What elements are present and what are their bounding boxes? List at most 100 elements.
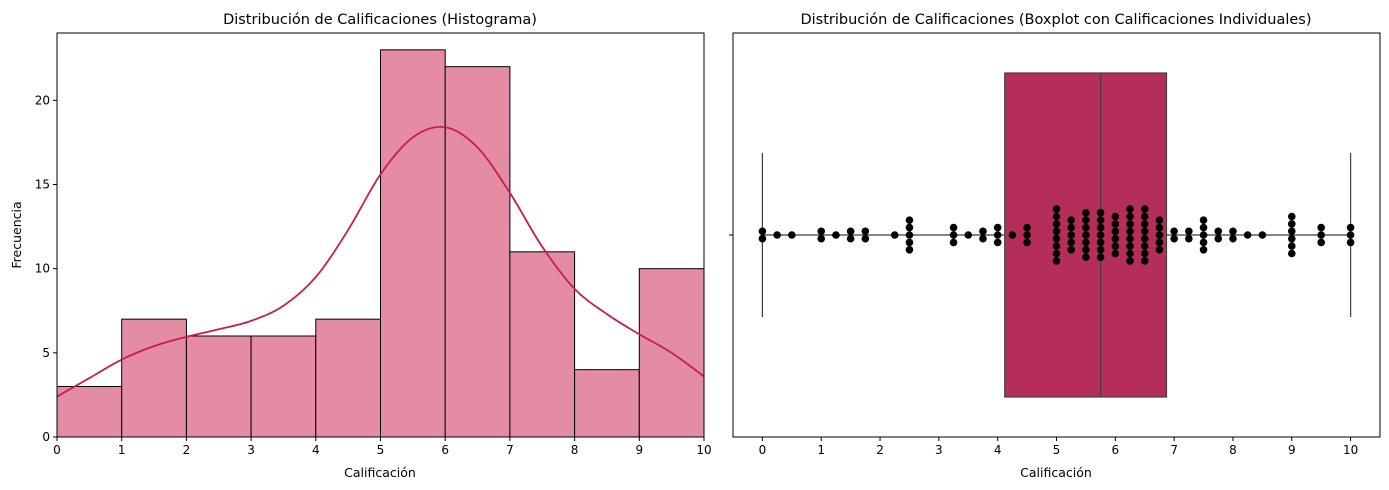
boxplot-point — [788, 231, 796, 239]
histogram-bar — [250, 335, 317, 438]
histogram-x-tick-label: 1 — [118, 443, 126, 457]
boxplot-point — [949, 223, 958, 232]
boxplot-point — [1067, 246, 1076, 254]
boxplot-x-tick-label: 2 — [876, 443, 884, 457]
boxplot-point — [1082, 209, 1090, 217]
histogram-x-tick-label: 7 — [506, 443, 514, 457]
boxplot-point — [1111, 249, 1120, 258]
boxplot-point — [1126, 234, 1134, 243]
boxplot-point — [1126, 205, 1134, 213]
boxplot-point — [1096, 209, 1105, 217]
boxplot-point — [846, 234, 855, 243]
boxplot-point — [1170, 227, 1178, 236]
boxplot-point — [1126, 227, 1134, 236]
boxplot-point — [905, 238, 914, 247]
boxplot-point — [1096, 216, 1105, 224]
boxplot-point — [1258, 231, 1267, 239]
boxplot-point — [1067, 238, 1076, 247]
boxplot-point — [1199, 223, 1208, 232]
boxplot-chart: Distribución de Calificaciones (Boxplot … — [729, 12, 1381, 480]
boxplot-point — [1199, 238, 1208, 247]
histogram-x-tick-label: 5 — [377, 443, 385, 457]
boxplot-point — [1126, 257, 1134, 265]
histogram-y-tick-label: 20 — [35, 93, 50, 107]
boxplot-point — [905, 216, 914, 224]
boxplot-point — [1082, 223, 1090, 232]
histogram-chart: Distribución de Calificaciones (Histogra… — [9, 12, 712, 480]
boxplot-point — [1287, 242, 1296, 250]
histogram-bar — [444, 66, 511, 438]
boxplot-point — [1229, 227, 1237, 236]
boxplot-point — [758, 227, 767, 236]
boxplot-point — [817, 227, 826, 236]
boxplot-point — [1140, 212, 1149, 221]
boxplot-x-tick-label: 4 — [994, 443, 1002, 457]
boxplot-x-tick-label: 7 — [1170, 443, 1178, 457]
boxplot-point — [1126, 212, 1134, 221]
boxplot-point — [1023, 238, 1031, 247]
boxplot-point — [1140, 257, 1149, 265]
boxplot-point — [1317, 231, 1325, 239]
boxplot-point — [1155, 246, 1164, 254]
histogram-x-tick-label: 0 — [53, 443, 61, 457]
boxplot-x-tick-label: 1 — [817, 443, 825, 457]
boxplot-point — [1199, 231, 1208, 239]
boxplot-point — [905, 231, 914, 239]
boxplot-point — [1346, 231, 1355, 239]
boxplot-point — [1346, 223, 1355, 232]
boxplot-point — [1023, 231, 1031, 239]
boxplot-point — [1067, 231, 1076, 239]
boxplot-point — [1082, 231, 1090, 239]
boxplot-point — [1214, 227, 1223, 236]
boxplot-point — [817, 234, 826, 243]
boxplot-point — [861, 234, 870, 243]
boxplot-x-tick-label: 5 — [1053, 443, 1061, 457]
boxplot-x-tick-label: 8 — [1229, 443, 1237, 457]
histogram-x-tick-label: 9 — [635, 443, 643, 457]
histogram-x-tick-label: 3 — [247, 443, 255, 457]
boxplot-point — [1111, 242, 1120, 250]
histogram-bar — [121, 318, 187, 438]
boxplot-point — [1067, 216, 1076, 224]
histogram-title: Distribución de Calificaciones (Histogra… — [223, 12, 537, 28]
histogram-kde-line — [56, 125, 705, 398]
boxplot-point — [905, 246, 914, 254]
boxplot-point — [1346, 238, 1355, 247]
boxplot-point — [1126, 220, 1134, 228]
histogram-bar — [185, 335, 252, 438]
boxplot-point — [1126, 249, 1134, 258]
boxplot-point — [993, 238, 1002, 247]
boxplot-point — [964, 231, 973, 239]
boxplot-point — [1287, 249, 1296, 258]
boxplot-point — [1096, 238, 1105, 247]
boxplot-point — [1243, 231, 1252, 239]
boxplot-point — [1140, 249, 1149, 258]
boxplot-point — [1155, 223, 1164, 232]
boxplot-point — [1140, 234, 1149, 243]
boxplot-point — [1052, 227, 1061, 236]
boxplot-point — [949, 238, 958, 247]
boxplot-point — [1185, 234, 1193, 243]
boxplot-point — [1126, 242, 1134, 250]
boxplot-x-tick-label: 10 — [1343, 443, 1358, 457]
boxplot-point — [1199, 246, 1208, 254]
boxplot-point — [1287, 234, 1296, 243]
histogram-bar — [509, 251, 576, 438]
boxplot-point — [1111, 212, 1120, 221]
boxplot-point — [1096, 231, 1105, 239]
boxplot-point — [1096, 246, 1105, 254]
boxplot-point — [1111, 220, 1120, 228]
histogram-bar — [574, 369, 640, 438]
boxplot-point — [949, 231, 958, 239]
boxplot-point — [1155, 231, 1164, 239]
boxplot-x-tick-label: 6 — [1111, 443, 1119, 457]
boxplot-point — [1140, 227, 1149, 236]
boxplot-point — [890, 231, 899, 239]
boxplot-x-tick-label: 9 — [1288, 443, 1296, 457]
boxplot-point — [1287, 227, 1296, 236]
boxplot-x-tick-label: 0 — [759, 443, 767, 457]
boxplot-point — [846, 227, 855, 236]
boxplot-point — [1052, 220, 1061, 228]
boxplot-point — [1052, 257, 1061, 265]
